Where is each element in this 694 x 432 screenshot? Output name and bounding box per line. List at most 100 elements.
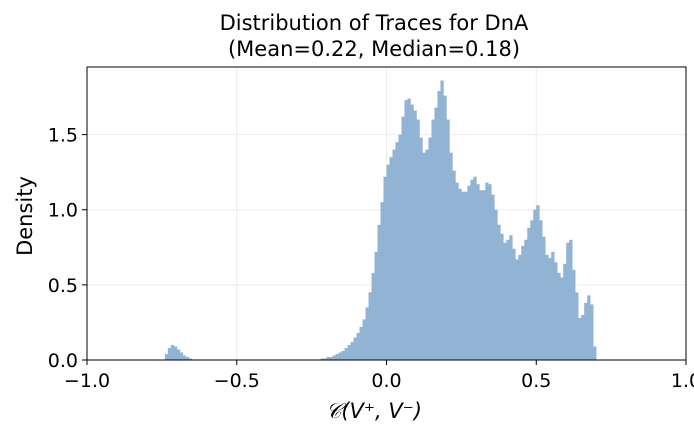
histogram-bar: [548, 257, 552, 360]
histogram-bar: [467, 185, 471, 360]
histogram-bar: [182, 355, 187, 360]
histogram-bar: [464, 191, 468, 360]
histogram-bar: [569, 239, 573, 360]
histogram-bar: [575, 292, 579, 360]
histogram-bar: [413, 110, 417, 360]
histogram-bar: [362, 319, 366, 360]
histogram-bar: [425, 149, 429, 360]
histogram-bar: [380, 202, 384, 360]
histogram-bar: [377, 224, 381, 360]
histogram-bar: [551, 251, 555, 360]
y-tick-label: 1.0: [48, 200, 78, 222]
histogram-bar: [335, 353, 339, 360]
histogram-bar: [518, 254, 522, 360]
histogram-bar: [536, 205, 540, 360]
histogram-bar: [323, 358, 327, 360]
histogram-bar: [188, 358, 193, 360]
histogram-bar: [185, 356, 190, 360]
histogram-bar: [320, 358, 324, 360]
histogram-bar: [458, 188, 462, 360]
histogram-bar: [431, 119, 435, 360]
histogram-bar: [389, 157, 393, 360]
x-axis-label: 𝒞(V⁺, V⁻): [326, 399, 422, 423]
y-tick-label: 0.5: [48, 275, 78, 297]
histogram-bar: [545, 254, 549, 360]
x-tick-label: 1.0: [671, 370, 694, 392]
histogram-bar: [167, 347, 172, 360]
histogram-bar: [557, 272, 561, 360]
histogram-bar: [491, 194, 495, 360]
histogram-bar: [359, 326, 363, 360]
histogram-bar: [566, 242, 570, 360]
histogram-bar: [446, 119, 450, 360]
histogram-bar: [344, 347, 348, 360]
histogram-bar: [560, 277, 564, 360]
x-tick-label: −0.5: [214, 370, 260, 392]
histogram-bar: [581, 314, 585, 360]
histogram-bar: [587, 295, 591, 360]
histogram-bar: [506, 239, 510, 360]
histogram-bar: [407, 98, 411, 361]
histogram-bar: [542, 236, 546, 360]
histogram-bar: [410, 104, 414, 360]
histogram-bar: [338, 352, 342, 360]
y-axis-ticks: 0.0 0.5 1.0 1.5: [48, 125, 87, 372]
histogram-bar: [590, 304, 594, 360]
y-tick-label: 1.5: [48, 125, 78, 147]
histogram-bar: [401, 116, 405, 360]
histogram-bar: [473, 176, 477, 360]
histogram-bar: [509, 235, 513, 360]
histogram-bars: [164, 80, 597, 361]
histogram-bar: [452, 170, 456, 360]
histogram-bar: [500, 233, 504, 360]
x-tick-label: 0.5: [521, 370, 551, 392]
histogram-bar: [524, 239, 528, 360]
histogram-bar: [395, 142, 399, 360]
histogram-bar: [482, 190, 486, 360]
histogram-bar: [533, 209, 537, 360]
histogram-bar: [392, 149, 396, 360]
histogram-bar: [353, 337, 357, 360]
histogram-bar: [539, 220, 543, 360]
x-tick-label: 0.0: [371, 370, 401, 392]
histogram-bar: [428, 137, 432, 360]
histogram-bar: [554, 262, 558, 360]
histogram-bar: [521, 245, 525, 360]
histogram-bar: [449, 152, 453, 360]
histogram-bar: [341, 350, 345, 360]
histogram-bar: [347, 344, 351, 360]
histogram-bar: [332, 355, 336, 360]
y-axis-label: Density: [13, 176, 37, 256]
histogram-bar: [176, 349, 181, 360]
histogram-bar: [326, 356, 330, 360]
histogram-bar: [329, 356, 333, 360]
histogram-bar: [398, 134, 402, 360]
histogram-bar: [365, 307, 369, 360]
histogram-bar: [422, 152, 426, 360]
histogram-bar: [404, 100, 408, 361]
histogram-bar: [572, 269, 576, 360]
histogram-bar: [440, 80, 444, 361]
x-tick-label: −1.0: [64, 370, 110, 392]
histogram-bar: [419, 137, 423, 360]
y-tick-label: 0.0: [48, 350, 78, 372]
histogram-bar: [476, 184, 480, 360]
histogram-bar: [503, 242, 507, 360]
histogram-bar: [416, 119, 420, 360]
histogram-bar: [356, 332, 360, 360]
histogram-bar: [350, 341, 354, 360]
histogram-bar: [485, 182, 489, 360]
histogram-bar: [170, 344, 175, 360]
histogram-bar: [515, 259, 519, 360]
chart-title-line2: (Mean=0.22, Median=0.18): [228, 37, 520, 61]
histogram-bar: [593, 346, 597, 360]
histogram-bar: [374, 251, 378, 360]
histogram-bar: [179, 352, 184, 360]
histogram-bar: [530, 220, 534, 360]
histogram-bar: [383, 176, 387, 360]
histogram-bar: [488, 184, 492, 360]
histogram-bar: [584, 302, 588, 360]
histogram-bar: [386, 164, 390, 360]
